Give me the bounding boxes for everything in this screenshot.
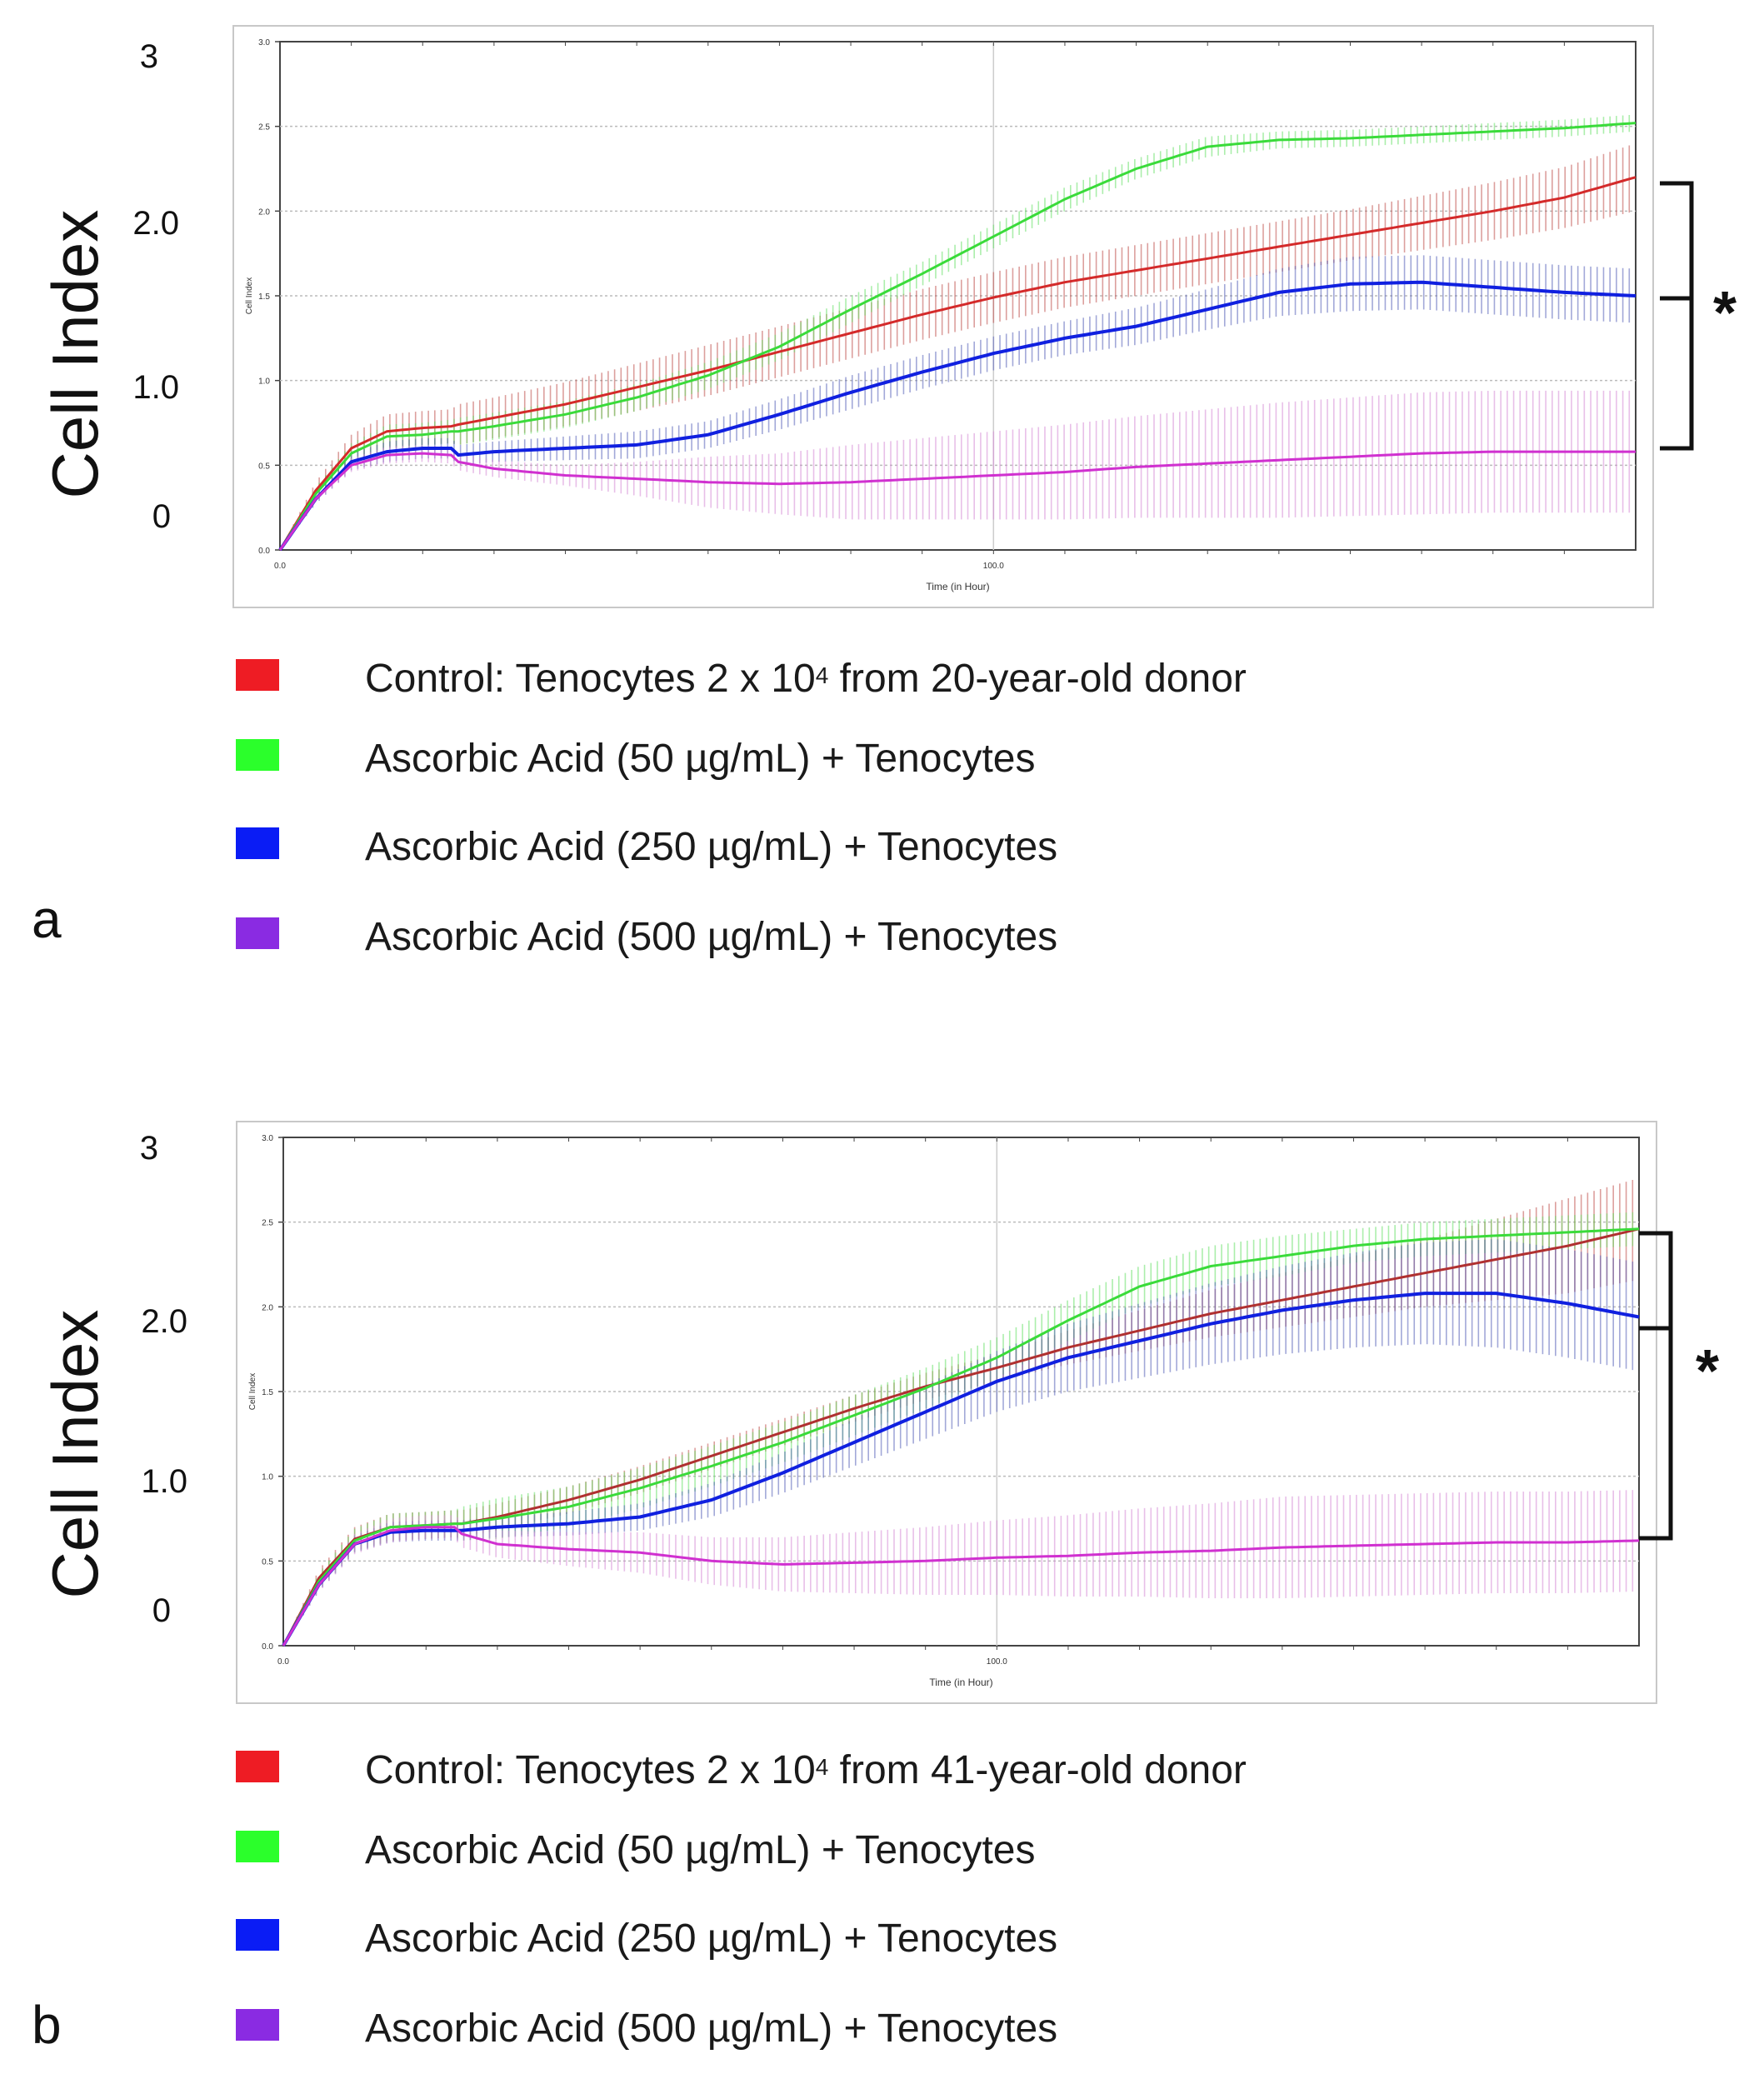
legend-item-control: Control: Tenocytes 2 x 104 from 20-year-… bbox=[236, 654, 1486, 704]
x-axis-label: Time (in Hour) bbox=[929, 1677, 992, 1688]
significance-bracket bbox=[1660, 181, 1694, 451]
y-tick-big-3: 3 bbox=[139, 38, 158, 75]
legend-text-suffix: from 20-year-old donor bbox=[828, 657, 1247, 701]
legend-label: Ascorbic Acid (50 µg/mL) + Tenocytes bbox=[365, 737, 1036, 781]
legend-label: Control: Tenocytes 2 x 104 from 20-year-… bbox=[365, 654, 1247, 704]
series-line-3 bbox=[282, 1526, 1640, 1647]
legend-superscript: 4 bbox=[815, 1754, 829, 1780]
x-tick-label: 100.0 bbox=[987, 1657, 1007, 1667]
y-tick-label: 3.0 bbox=[262, 1134, 273, 1143]
x-tick-label: 100.0 bbox=[983, 562, 1004, 571]
y-tick-label: 2.5 bbox=[262, 1219, 273, 1228]
legend-item-aa500: Ascorbic Acid (500 µg/mL) + Tenocytes bbox=[236, 912, 1486, 962]
y-tick-big-0: 0 bbox=[152, 498, 171, 535]
legend-text: Control: Tenocytes 2 x 10 bbox=[365, 657, 816, 701]
y-tick-big-2: 2.0 bbox=[141, 1303, 187, 1340]
series-line-2 bbox=[278, 280, 1637, 552]
legend-swatch bbox=[236, 1919, 279, 1951]
legend-text: Control: Tenocytes 2 x 10 bbox=[365, 1748, 816, 1792]
line-chart: 0.0 0.5 1.0 1.5 2.0 2.5 3.0 0.0 100.0 Time (in Ho… bbox=[245, 38, 1637, 592]
legend-label: Ascorbic Acid (50 µg/mL) + Tenocytes bbox=[365, 1828, 1036, 1872]
legend-label: Ascorbic Acid (500 µg/mL) + Tenocytes bbox=[365, 2007, 1058, 2051]
legend-swatch bbox=[236, 659, 279, 691]
y-tick-label: 1.5 bbox=[258, 292, 270, 302]
panel-letter: b bbox=[32, 1995, 62, 2055]
y-tick-big-0: 0 bbox=[152, 1592, 171, 1629]
series-line-0 bbox=[278, 176, 1637, 551]
x-axis-label: Time (in Hour) bbox=[926, 581, 989, 592]
y-tick-big-1: 1.0 bbox=[141, 1463, 187, 1500]
y-tick-label: 2.0 bbox=[262, 1303, 273, 1312]
y-tick-label: 1.0 bbox=[262, 1473, 273, 1482]
significance-bracket bbox=[1639, 1231, 1673, 1541]
legend-swatch bbox=[236, 1831, 279, 1862]
y-tick-label: 2.0 bbox=[258, 207, 270, 217]
y-tick-label: 1.0 bbox=[258, 377, 270, 387]
y-tick-label: 2.5 bbox=[258, 123, 270, 132]
panel-a: Cell Index 3 2.0 1.0 0 0.0 0.5 1.0 1.5 2.0 2.… bbox=[0, 0, 1764, 1000]
legend-swatch bbox=[236, 917, 279, 949]
legend-swatch bbox=[236, 739, 279, 771]
legend-swatch bbox=[236, 2009, 279, 2041]
series-line-0 bbox=[282, 1227, 1640, 1647]
series-line-1 bbox=[282, 1227, 1640, 1647]
panel-b: Cell Index 3 2.0 1.0 0 0.0 0.5 1.0 1.5 2.0 2.… bbox=[0, 1092, 1764, 2092]
y-axis-label: Cell Index bbox=[248, 1373, 257, 1410]
legend-label: Ascorbic Acid (250 µg/mL) + Tenocytes bbox=[365, 825, 1058, 869]
series-line-2 bbox=[282, 1292, 1640, 1647]
y-tick-big-2: 2.0 bbox=[132, 205, 179, 242]
chart-frame: 0.0 0.5 1.0 1.5 2.0 2.5 3.0 0.0 100.0 Time (in Ho… bbox=[232, 25, 1654, 608]
line-chart: 0.0 0.5 1.0 1.5 2.0 2.5 3.0 0.0 100.0 Time (in Ho… bbox=[248, 1134, 1640, 1688]
legend-swatch bbox=[236, 827, 279, 859]
legend-item-aa250: Ascorbic Acid (250 µg/mL) + Tenocytes bbox=[236, 822, 1486, 872]
legend-label: Control: Tenocytes 2 x 104 from 41-year-… bbox=[365, 1746, 1247, 1796]
y-tick-label: 3.0 bbox=[258, 38, 270, 47]
series-line-1 bbox=[278, 122, 1637, 551]
chart-frame: 0.0 0.5 1.0 1.5 2.0 2.5 3.0 0.0 100.0 Time (in Ho… bbox=[236, 1121, 1657, 1704]
legend-label: Ascorbic Acid (250 µg/mL) + Tenocytes bbox=[365, 1917, 1058, 1961]
y-tick-label: 1.5 bbox=[262, 1388, 273, 1397]
y-tick-big-3: 3 bbox=[139, 1130, 158, 1167]
significance-star: * bbox=[1696, 1338, 1720, 1405]
legend-swatch bbox=[236, 1751, 279, 1782]
x-tick-label: 0.0 bbox=[274, 562, 286, 571]
legend-item-aa50: Ascorbic Acid (50 µg/mL) + Tenocytes bbox=[236, 734, 1486, 784]
legend-label: Ascorbic Acid (500 µg/mL) + Tenocytes bbox=[365, 915, 1058, 959]
legend-item-aa50: Ascorbic Acid (50 µg/mL) + Tenocytes bbox=[236, 1826, 1486, 1876]
y-tick-label: 0.5 bbox=[262, 1557, 273, 1567]
legend-superscript: 4 bbox=[815, 662, 829, 688]
legend-item-aa250: Ascorbic Acid (250 µg/mL) + Tenocytes bbox=[236, 1914, 1486, 1964]
y-tick-label: 0.0 bbox=[258, 547, 270, 556]
x-tick-label: 0.0 bbox=[277, 1657, 289, 1667]
series-line-3 bbox=[278, 450, 1636, 551]
panel-letter: a bbox=[32, 889, 62, 949]
y-tick-label: 0.0 bbox=[262, 1642, 273, 1652]
legend-item-control: Control: Tenocytes 2 x 104 from 41-year-… bbox=[236, 1746, 1486, 1796]
y-axis-label: Cell Index bbox=[245, 277, 254, 314]
y-tick-label: 0.5 bbox=[258, 462, 270, 471]
legend-text-suffix: from 41-year-old donor bbox=[828, 1748, 1247, 1792]
y-tick-big-1: 1.0 bbox=[132, 369, 179, 406]
significance-star: * bbox=[1713, 280, 1737, 347]
legend-item-aa500: Ascorbic Acid (500 µg/mL) + Tenocytes bbox=[236, 2004, 1486, 2054]
